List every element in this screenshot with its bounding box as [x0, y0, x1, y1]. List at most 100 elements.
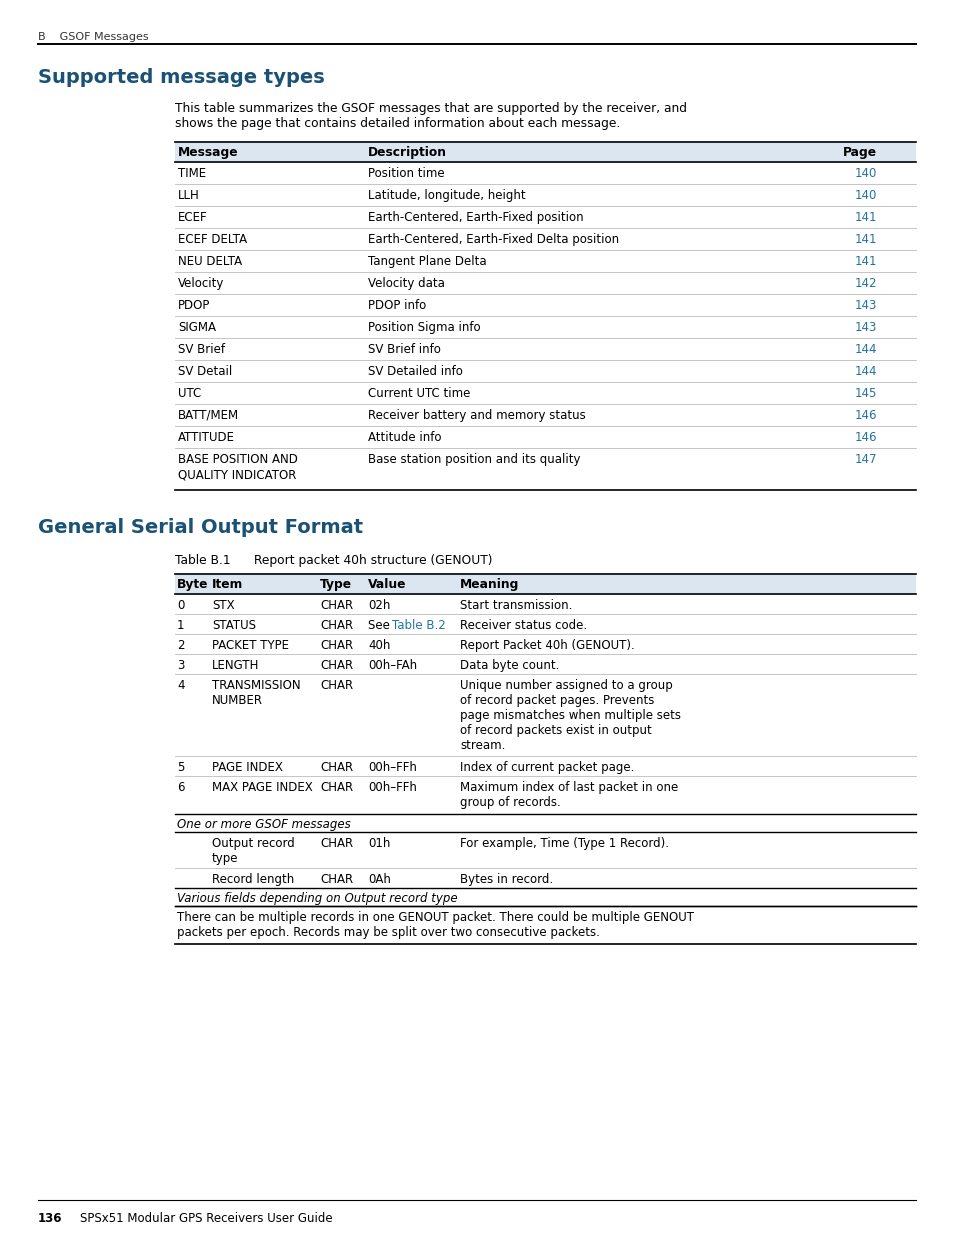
Text: TIME: TIME [178, 167, 206, 180]
Text: STX: STX [212, 599, 234, 613]
Text: One or more GSOF messages: One or more GSOF messages [177, 818, 351, 831]
Text: NEU DELTA: NEU DELTA [178, 254, 242, 268]
Text: Record length: Record length [212, 873, 294, 885]
Text: CHAR: CHAR [319, 599, 353, 613]
Text: 141: 141 [854, 233, 876, 246]
Text: ECEF DELTA: ECEF DELTA [178, 233, 247, 246]
Text: Position time: Position time [368, 167, 444, 180]
Text: 144: 144 [854, 343, 876, 356]
Text: CHAR: CHAR [319, 873, 353, 885]
Text: Supported message types: Supported message types [38, 68, 324, 86]
Text: LLH: LLH [178, 189, 199, 203]
Text: CHAR: CHAR [319, 659, 353, 672]
Text: PDOP info: PDOP info [368, 299, 426, 312]
Text: 00h–FAh: 00h–FAh [368, 659, 416, 672]
Text: For example, Time (Type 1 Record).: For example, Time (Type 1 Record). [459, 837, 668, 850]
Text: Various fields depending on Output record type: Various fields depending on Output recor… [177, 892, 457, 905]
Text: 140: 140 [854, 189, 876, 203]
Text: CHAR: CHAR [319, 761, 353, 774]
Text: Tangent Plane Delta: Tangent Plane Delta [368, 254, 486, 268]
Text: 143: 143 [854, 321, 876, 333]
Text: B    GSOF Messages: B GSOF Messages [38, 32, 149, 42]
Text: BASE POSITION AND
QUALITY INDICATOR: BASE POSITION AND QUALITY INDICATOR [178, 453, 297, 480]
Text: Base station position and its quality: Base station position and its quality [368, 453, 579, 466]
Text: General Serial Output Format: General Serial Output Format [38, 517, 363, 537]
Text: Output record
type: Output record type [212, 837, 294, 864]
Text: UTC: UTC [178, 387, 201, 400]
Text: Position Sigma info: Position Sigma info [368, 321, 480, 333]
Text: This table summarizes the GSOF messages that are supported by the receiver, and
: This table summarizes the GSOF messages … [174, 103, 686, 130]
Text: Receiver battery and memory status: Receiver battery and memory status [368, 409, 585, 422]
Text: PAGE INDEX: PAGE INDEX [212, 761, 283, 774]
Text: SIGMA: SIGMA [178, 321, 215, 333]
Text: ATTITUDE: ATTITUDE [178, 431, 234, 445]
Text: Earth-Centered, Earth-Fixed Delta position: Earth-Centered, Earth-Fixed Delta positi… [368, 233, 618, 246]
Text: Value: Value [368, 578, 406, 592]
Text: 3: 3 [177, 659, 184, 672]
Text: 02h: 02h [368, 599, 390, 613]
Text: Byte: Byte [177, 578, 209, 592]
Text: SV Detail: SV Detail [178, 366, 232, 378]
Text: 0Ah: 0Ah [368, 873, 391, 885]
Bar [174, 574, 915, 594]
Text: 00h–FFh: 00h–FFh [368, 761, 416, 774]
Bar [174, 142, 915, 162]
Text: Unique number assigned to a group
of record packet pages. Prevents
page mismatch: Unique number assigned to a group of rec… [459, 679, 680, 752]
Text: 2: 2 [177, 638, 184, 652]
Text: 146: 146 [854, 431, 876, 445]
Text: Item: Item [212, 578, 243, 592]
Text: Earth-Centered, Earth-Fixed position: Earth-Centered, Earth-Fixed position [368, 211, 583, 224]
Text: CHAR: CHAR [319, 837, 353, 850]
Text: PACKET TYPE: PACKET TYPE [212, 638, 289, 652]
Text: Attitude info: Attitude info [368, 431, 441, 445]
Text: SV Brief: SV Brief [178, 343, 225, 356]
Text: Page: Page [842, 146, 876, 159]
Text: See: See [368, 619, 394, 632]
Text: Type: Type [319, 578, 352, 592]
Text: ECEF: ECEF [178, 211, 208, 224]
Text: 141: 141 [854, 254, 876, 268]
Text: 01h: 01h [368, 837, 390, 850]
Text: 141: 141 [854, 211, 876, 224]
Text: Latitude, longitude, height: Latitude, longitude, height [368, 189, 525, 203]
Text: Description: Description [368, 146, 447, 159]
Text: 00h–FFh: 00h–FFh [368, 781, 416, 794]
Text: Bytes in record.: Bytes in record. [459, 873, 553, 885]
Text: CHAR: CHAR [319, 679, 353, 692]
Text: 147: 147 [854, 453, 876, 466]
Text: Data byte count.: Data byte count. [459, 659, 558, 672]
Text: 144: 144 [854, 366, 876, 378]
Text: Maximum index of last packet in one
group of records.: Maximum index of last packet in one grou… [459, 781, 678, 809]
Text: 6: 6 [177, 781, 184, 794]
Text: PDOP: PDOP [178, 299, 211, 312]
Text: 4: 4 [177, 679, 184, 692]
Text: Velocity: Velocity [178, 277, 224, 290]
Text: 140: 140 [854, 167, 876, 180]
Text: Start transmission.: Start transmission. [459, 599, 572, 613]
Text: Table B.1      Report packet 40h structure (GENOUT): Table B.1 Report packet 40h structure (G… [174, 555, 492, 567]
Text: Index of current packet page.: Index of current packet page. [459, 761, 634, 774]
Text: SPSx51 Modular GPS Receivers User Guide: SPSx51 Modular GPS Receivers User Guide [80, 1212, 333, 1225]
Text: 5: 5 [177, 761, 184, 774]
Text: 142: 142 [854, 277, 876, 290]
Text: SV Brief info: SV Brief info [368, 343, 440, 356]
Text: 146: 146 [854, 409, 876, 422]
Text: Velocity data: Velocity data [368, 277, 444, 290]
Text: 1: 1 [177, 619, 184, 632]
Text: Message: Message [178, 146, 238, 159]
Text: 145: 145 [854, 387, 876, 400]
Text: 143: 143 [854, 299, 876, 312]
Text: STATUS: STATUS [212, 619, 255, 632]
Text: 0: 0 [177, 599, 184, 613]
Text: Receiver status code.: Receiver status code. [459, 619, 586, 632]
Text: 40h: 40h [368, 638, 390, 652]
Text: Current UTC time: Current UTC time [368, 387, 470, 400]
Text: Table B.2: Table B.2 [392, 619, 445, 632]
Text: 136: 136 [38, 1212, 63, 1225]
Text: There can be multiple records in one GENOUT packet. There could be multiple GENO: There can be multiple records in one GEN… [177, 911, 693, 939]
Text: Report Packet 40h (GENOUT).: Report Packet 40h (GENOUT). [459, 638, 634, 652]
Text: CHAR: CHAR [319, 638, 353, 652]
Text: CHAR: CHAR [319, 781, 353, 794]
Text: Meaning: Meaning [459, 578, 518, 592]
Text: CHAR: CHAR [319, 619, 353, 632]
